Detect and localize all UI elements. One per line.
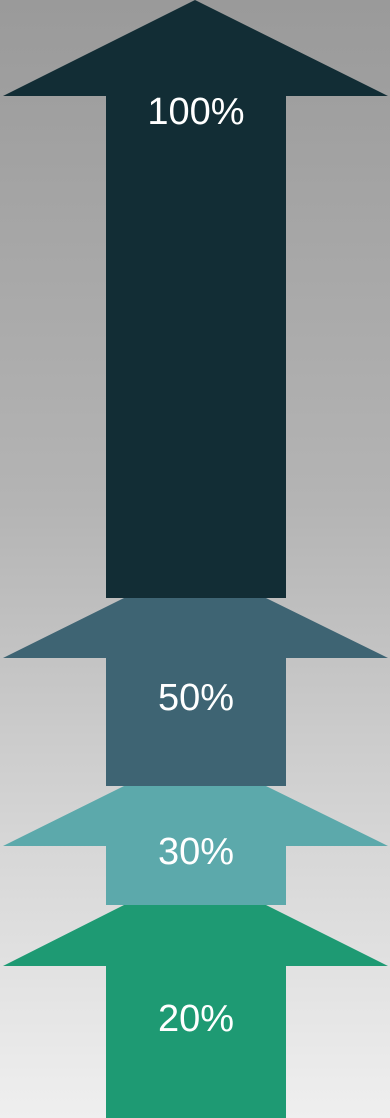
arrow-30-shape	[3, 786, 388, 905]
arrow-20-label: 20%	[158, 998, 234, 1040]
arrow-30-label: 30%	[158, 831, 234, 873]
arrow-100: 100%	[3, 0, 388, 598]
arrow-20: 20%	[3, 905, 388, 1118]
arrow-20-shape	[3, 905, 388, 1118]
arrow-100-label: 100%	[147, 91, 244, 133]
arrow-50: 50%	[3, 598, 388, 786]
arrow-50-label: 50%	[158, 677, 234, 719]
arrow-100-shape	[3, 0, 388, 598]
arrow-30: 30%	[3, 786, 388, 905]
arrow-50-shape	[3, 598, 388, 786]
